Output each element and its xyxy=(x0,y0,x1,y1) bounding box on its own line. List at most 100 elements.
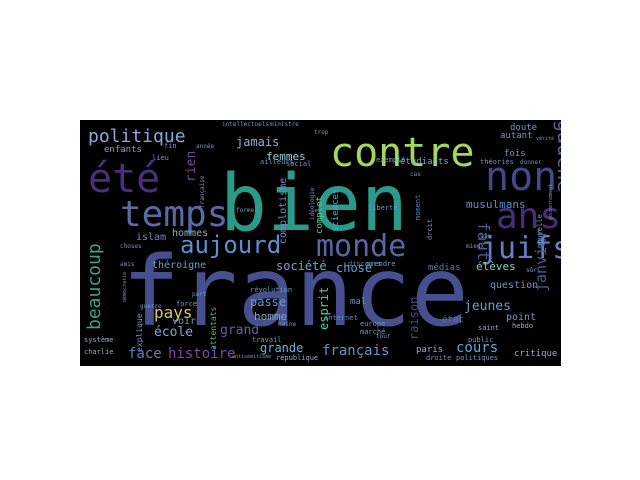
word-pays: pays xyxy=(154,303,193,322)
word-complotisme: complotisme xyxy=(278,178,289,244)
word-esprit: esprit xyxy=(317,287,331,330)
word-jeunes: jeunes xyxy=(464,299,511,314)
word-janvier: janvier xyxy=(532,229,550,292)
word-beaucoup: beaucoup xyxy=(84,243,105,330)
word-question: question xyxy=(490,280,538,291)
word-mieux: mieux xyxy=(466,243,484,250)
word-ailleurs: ailleurs xyxy=(260,158,294,166)
word-tour: tour xyxy=(376,333,391,340)
word-sciences: sciences xyxy=(331,189,341,232)
word-bien: bien xyxy=(220,159,408,249)
word-prendre: prendre xyxy=(366,260,396,268)
word-trop: trop xyxy=(314,129,329,136)
word-droite: droite xyxy=(426,354,451,362)
word-nouvelle: nouvelle xyxy=(536,214,544,248)
word-hommes: hommes xyxy=(172,228,208,239)
word-republique: république xyxy=(276,354,318,362)
word-systeme: système xyxy=(84,336,114,344)
word-antisemitisme: antisémitisme xyxy=(232,353,271,360)
word-temps: temps xyxy=(120,194,228,235)
word-juifs: juifs xyxy=(480,231,561,266)
word-internet: internet xyxy=(324,314,358,322)
word-islam: islam xyxy=(136,232,166,243)
word-verite: vérité xyxy=(536,135,554,142)
word-theories: théories xyxy=(480,158,514,166)
word-faut: faut xyxy=(474,222,493,261)
word-charlie: charlie xyxy=(84,348,114,356)
word-forme: forme xyxy=(236,207,254,214)
word-politiques: politiques xyxy=(456,354,498,362)
word-travail: travail xyxy=(252,336,282,344)
word-paris: paris xyxy=(416,345,443,355)
word-francaise: française xyxy=(199,175,206,208)
word-medias: médias xyxy=(428,262,461,273)
word-explique: explique xyxy=(135,313,144,352)
word-non: non xyxy=(485,154,557,200)
word-grand: grand xyxy=(220,323,259,338)
word-aujourd: aujourd xyxy=(180,231,281,259)
word-annee: année xyxy=(196,143,214,150)
word-histoire: histoire xyxy=(168,346,235,362)
word-doute: doute xyxy=(510,123,537,133)
word-etudiants: étudiants xyxy=(400,156,449,167)
word-fin: fin xyxy=(164,142,177,150)
word-marche: marché xyxy=(360,328,385,336)
word-point: point xyxy=(506,312,536,323)
word-societe: société xyxy=(276,259,327,273)
word-ete: été xyxy=(88,156,160,202)
word-cloud: france bien contre été non temps ans mon… xyxy=(84,120,561,362)
word-ideologie: idéologie xyxy=(309,187,316,220)
word-exemple: exemple xyxy=(376,156,406,164)
word-liberte: liberté xyxy=(368,204,398,212)
word-vie: vie xyxy=(480,233,491,240)
word-raison: raison xyxy=(407,297,421,340)
word-passe: passe xyxy=(250,295,286,309)
word-choses: choses xyxy=(120,243,142,250)
word-complot: complot xyxy=(315,196,325,234)
word-jamais: jamais xyxy=(236,135,279,149)
word-gauche: gauche xyxy=(553,120,561,192)
word-cloud-panel: france bien contre été non temps ans mon… xyxy=(80,120,561,366)
word-donner: donner xyxy=(520,159,542,166)
word-amis: amis xyxy=(120,261,135,268)
word-cours: cours xyxy=(456,340,498,356)
word-democratie: démocratie xyxy=(121,272,128,302)
word-monde: monde xyxy=(316,229,406,264)
word-mal: mal xyxy=(350,297,366,307)
word-haine: haine xyxy=(278,321,296,328)
word-rien: rien xyxy=(184,151,199,182)
word-gouvernement: gouvernement xyxy=(548,184,554,220)
word-ministre: ministre xyxy=(270,121,299,128)
word-hebdo: hebdo xyxy=(512,322,533,330)
word-critique: critique xyxy=(514,349,557,359)
word-contre: contre xyxy=(330,130,475,176)
word-drcit: drcit xyxy=(426,219,434,240)
word-discours: discours xyxy=(348,260,382,268)
word-politique: politique xyxy=(88,126,186,147)
word-face: face xyxy=(128,346,162,362)
word-europe: europe xyxy=(360,320,385,328)
word-public: public xyxy=(468,336,493,344)
word-eleves: élèves xyxy=(476,260,516,273)
word-etat: état xyxy=(442,314,464,325)
word-france: france xyxy=(122,236,469,348)
word-enfants: enfants xyxy=(104,145,142,155)
word-musulmans: musulmans xyxy=(466,198,526,211)
word-part: part xyxy=(192,291,207,298)
word-homme: homme xyxy=(254,310,287,323)
word-voir: voir xyxy=(172,316,196,327)
word-chose: chose xyxy=(336,261,372,275)
word-grande: grande xyxy=(260,341,303,355)
word-lieu: lieu xyxy=(152,154,169,162)
word-revolution: révolution xyxy=(250,286,292,294)
word-cas: cas xyxy=(410,171,421,178)
word-saint: saint xyxy=(478,324,499,332)
word-intellectuels: intellectuels xyxy=(222,121,269,128)
word-sur: sûr xyxy=(526,267,537,274)
word-social: social xyxy=(286,160,311,168)
word-fois: fois xyxy=(504,149,526,159)
word-francais: français xyxy=(322,343,389,359)
word-ans: ans xyxy=(496,196,561,237)
word-guerre: guerre xyxy=(140,303,162,310)
word-force: force xyxy=(176,300,197,308)
